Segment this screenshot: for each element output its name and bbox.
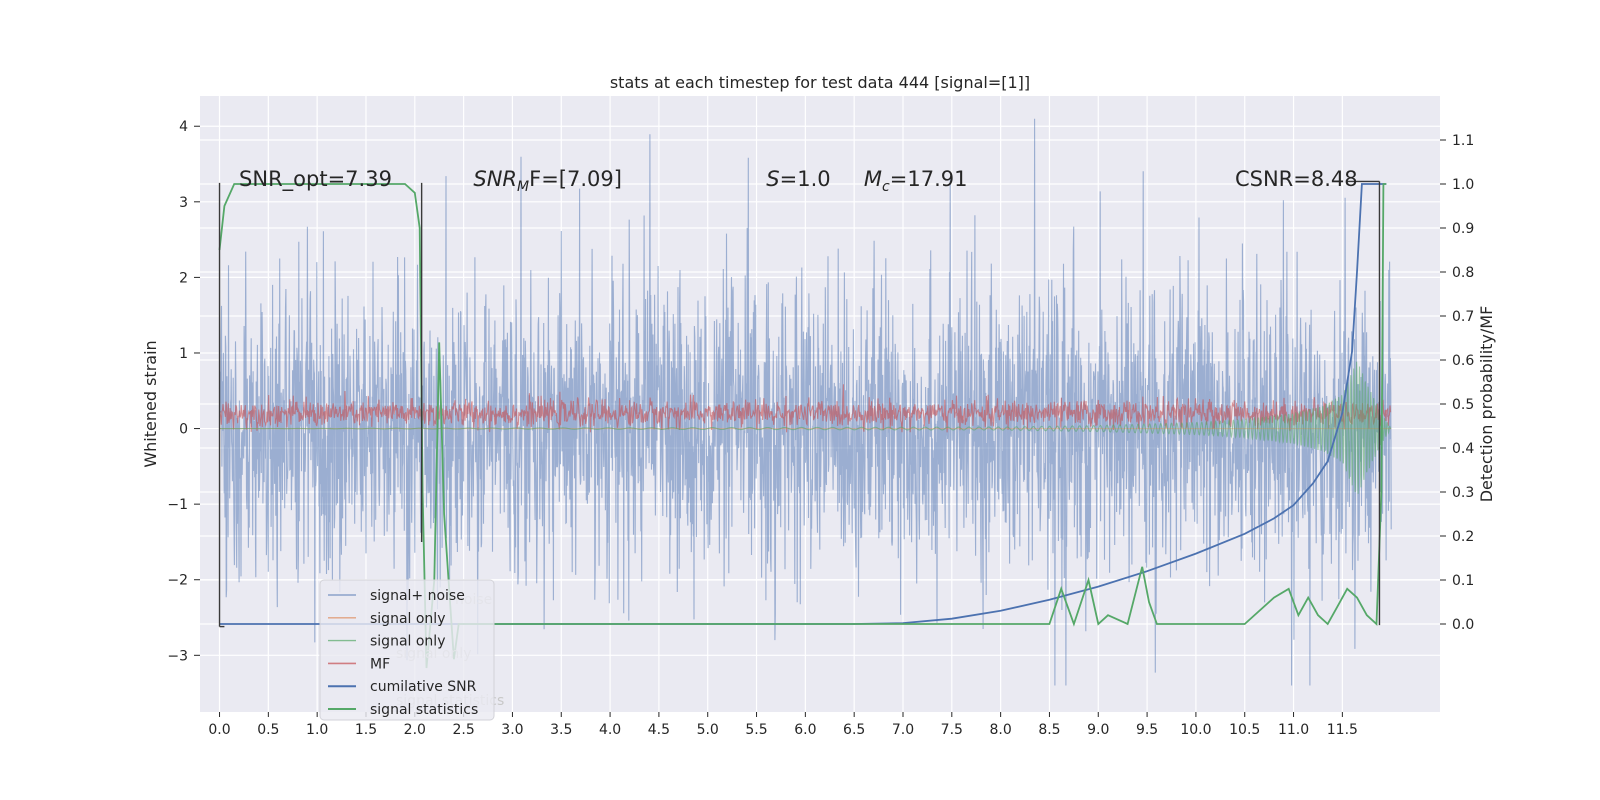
- annotation-3: Mc=17.91: [864, 167, 968, 195]
- x-tick-label: 9.5: [1136, 722, 1158, 738]
- marker-lines: [218, 180, 1381, 628]
- y-left-tick-label: 0: [179, 422, 188, 438]
- y-left-tick-label: −3: [167, 648, 188, 664]
- x-tick-label: 4.5: [648, 722, 670, 738]
- y-left-axis-label: Whitened strain: [141, 340, 160, 467]
- annotations: SNR_opt=7.39 SNRMF=[7.09] S=1.0 Mc=17.91 CSN…: [239, 167, 1358, 195]
- series-mf: [218, 384, 1392, 433]
- x-tick-label: 4.0: [599, 722, 621, 738]
- y-right-tick-label: 0.7: [1452, 309, 1474, 325]
- x-tick-label: 0.5: [257, 722, 279, 738]
- y-right-tick-label: 0.3: [1452, 485, 1474, 501]
- x-tick-label: 11.5: [1327, 722, 1358, 738]
- x-tick-label: 1.0: [306, 722, 328, 738]
- annotation-1: SNRMF=[7.09]: [473, 167, 622, 195]
- annotation-2: S=1.0: [766, 167, 830, 191]
- y-left-axis-ticks: −3 −2 −1 0 1 2 3 4: [167, 119, 200, 664]
- y-right-tick-label: 1.0: [1452, 177, 1474, 193]
- y-left-tick-label: 4: [179, 119, 188, 135]
- series-layer: [218, 118, 1392, 686]
- x-tick-label: 6.0: [794, 722, 816, 738]
- x-tick-label: 5.0: [697, 722, 719, 738]
- y-right-tick-label: 0.2: [1452, 529, 1474, 545]
- y-left-tick-label: 3: [179, 195, 188, 211]
- legend-label: cumilative SNR: [370, 679, 477, 695]
- x-tick-label: 3.0: [501, 722, 523, 738]
- x-tick-label: 6.5: [843, 722, 865, 738]
- annotation-0: SNR_opt=7.39: [239, 167, 392, 192]
- x-tick-label: 7.5: [941, 722, 963, 738]
- x-tick-label: 2.5: [452, 722, 474, 738]
- y-right-tick-label: 0.0: [1452, 617, 1474, 633]
- y-left-tick-label: −1: [167, 497, 188, 513]
- y-right-axis-ticks: 0.0 0.1 0.2 0.3 0.4 0.5 0.6 0.7 0.8 0.9 1.0 1.1: [1440, 133, 1474, 633]
- x-tick-label: 1.5: [355, 722, 377, 738]
- series-signal-statistics: [218, 183, 1387, 669]
- y-left-tick-label: 1: [179, 346, 188, 362]
- x-tick-label: 3.5: [550, 722, 572, 738]
- y-right-tick-label: 0.4: [1452, 441, 1474, 457]
- series-signal-only-green: [219, 361, 1392, 494]
- series-signal-noise: [218, 118, 1392, 686]
- y-right-tick-label: 0.5: [1452, 397, 1474, 413]
- legend-label: signal+ noise: [370, 588, 465, 604]
- y-right-tick-label: 0.9: [1452, 221, 1474, 237]
- y-right-tick-label: 0.6: [1452, 353, 1474, 369]
- annotation-4: CSNR=8.48: [1235, 167, 1358, 191]
- chart-title: stats at each timestep for test data 444…: [610, 73, 1030, 92]
- x-tick-label: 9.0: [1087, 722, 1109, 738]
- legend-box: [319, 579, 495, 721]
- y-left-tick-label: −2: [167, 573, 188, 589]
- x-tick-label: 10.5: [1229, 722, 1260, 738]
- x-tick-label: 0.0: [208, 722, 230, 738]
- legend-label: signal only: [370, 611, 445, 627]
- x-tick-label: 10.0: [1180, 722, 1211, 738]
- y-right-tick-label: 0.8: [1452, 265, 1474, 281]
- legend-label: signal only: [370, 634, 445, 650]
- y-right-tick-label: 1.1: [1452, 133, 1474, 149]
- x-tick-label: 11.0: [1278, 722, 1309, 738]
- x-tick-label: 8.0: [989, 722, 1011, 738]
- legend-label: signal statistics: [370, 702, 478, 718]
- series-cumilative-snr: [219, 183, 1387, 625]
- y-right-tick-label: 0.1: [1452, 573, 1474, 589]
- x-tick-label: 8.5: [1038, 722, 1060, 738]
- x-axis-ticks: 0.0 0.5 1.0 1.5 2.0 2.5 3.0 3.5 4.0 4.5 5.0 5.5 6.0 6…: [208, 712, 1358, 738]
- x-tick-label: 7.0: [892, 722, 914, 738]
- y-left-tick-label: 2: [179, 270, 188, 286]
- y-right-axis-label: Detection probability/MF: [1477, 306, 1496, 503]
- x-tick-label: 2.0: [404, 722, 426, 738]
- x-tick-label: 5.5: [745, 722, 767, 738]
- legend-label: MF: [370, 656, 390, 672]
